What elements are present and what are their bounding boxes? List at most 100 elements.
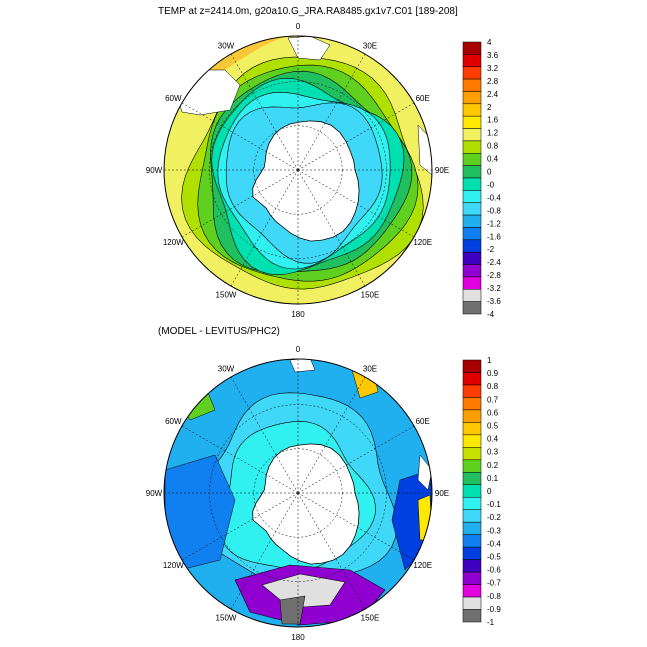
colorbar-label: 0.4 bbox=[487, 435, 499, 444]
colorbar-label: 2 bbox=[487, 103, 492, 112]
colorbar-label: -1.2 bbox=[487, 219, 501, 228]
longitude-label: 60E bbox=[416, 417, 430, 426]
colorbar-swatch bbox=[462, 509, 482, 523]
colorbar-label: 2.4 bbox=[487, 90, 499, 99]
colorbar-label: -1.6 bbox=[487, 232, 501, 241]
colorbar-swatch bbox=[462, 115, 482, 129]
longitude-label: 60W bbox=[165, 94, 182, 103]
colorbar-swatch bbox=[462, 251, 482, 265]
colorbar-swatch bbox=[462, 289, 482, 302]
colorbar-swatch bbox=[462, 78, 482, 92]
colorbar-label: 0.4 bbox=[487, 155, 499, 164]
colorbar-label: 0.3 bbox=[487, 448, 499, 457]
colorbar-label: -4 bbox=[487, 310, 495, 319]
colorbar-swatch bbox=[462, 559, 482, 573]
colorbar-swatch bbox=[462, 484, 482, 498]
colorbar-label: 1.6 bbox=[487, 116, 499, 125]
colorbar-label: -0.4 bbox=[487, 193, 501, 202]
longitude-label: 90E bbox=[435, 166, 449, 175]
colorbar-label: -3.2 bbox=[487, 284, 501, 293]
colorbar-label: 3.2 bbox=[487, 64, 499, 73]
colorbar-swatch bbox=[462, 546, 482, 560]
longitude-label: 0 bbox=[296, 22, 301, 31]
colorbar-label: -0 bbox=[487, 181, 495, 190]
colorbar-swatch bbox=[462, 276, 482, 290]
longitude-label: 30W bbox=[218, 41, 235, 50]
longitude-label: 150W bbox=[216, 614, 237, 623]
colorbar-label: 3.6 bbox=[487, 51, 499, 60]
colorbar-label: 1.2 bbox=[487, 129, 499, 138]
colorbar-swatch bbox=[462, 202, 482, 216]
colorbar-swatch bbox=[462, 472, 482, 486]
longitude-label: 90E bbox=[435, 489, 449, 498]
longitude-label: 120W bbox=[163, 561, 184, 570]
colorbar-swatch bbox=[462, 359, 482, 373]
colorbar-swatch bbox=[462, 521, 482, 535]
colorbar-swatch bbox=[462, 434, 482, 448]
colorbar-swatch bbox=[462, 264, 482, 278]
colorbar-swatch bbox=[462, 422, 482, 436]
colorbar-label: 2.8 bbox=[487, 77, 499, 86]
colorbar-label: 0.1 bbox=[487, 474, 499, 483]
panel-2-title: (MODEL - LEVITUS/PHC2) bbox=[158, 326, 280, 337]
colorbar-label: 0.8 bbox=[487, 142, 499, 151]
colorbar-swatch bbox=[462, 609, 482, 623]
colorbar-label: 0.5 bbox=[487, 422, 499, 431]
colorbar-swatch bbox=[462, 91, 482, 105]
colorbar-swatch bbox=[462, 301, 482, 315]
colorbar-swatch bbox=[462, 41, 482, 55]
colorbar-label: -0.8 bbox=[487, 206, 501, 215]
colorbar-swatch bbox=[462, 384, 482, 398]
longitude-label: 60E bbox=[416, 94, 430, 103]
colorbar-swatch bbox=[462, 596, 482, 610]
colorbar-label: -0.1 bbox=[487, 500, 501, 509]
colorbar-label: 0.6 bbox=[487, 408, 499, 417]
polar-map-panel-1: 0 30E 60E 90E 120E 150E 180 150W 120W 90W 60W 30W 4 3… bbox=[146, 22, 502, 319]
colorbar-swatch bbox=[462, 459, 482, 473]
colorbar-label: -2.8 bbox=[487, 271, 501, 280]
colorbar-label: -0.6 bbox=[487, 566, 501, 575]
colorbar-panel-2: 1 0.9 0.8 0.7 0.6 0.5 0.4 0.3 0.2 0.1 0 -0.1 -0.2 -0.… bbox=[462, 356, 501, 627]
colorbar-swatch bbox=[462, 214, 482, 228]
colorbar-swatch bbox=[462, 103, 482, 117]
antarctica-landmass bbox=[252, 120, 360, 242]
colorbar-swatch bbox=[462, 496, 482, 510]
colorbar-label: 0.9 bbox=[487, 369, 499, 378]
antarctica-landmass bbox=[252, 443, 360, 565]
longitude-label: 150E bbox=[361, 614, 380, 623]
colorbar-swatch bbox=[462, 409, 482, 423]
longitude-label: 90W bbox=[146, 489, 163, 498]
colorbar-swatch bbox=[462, 227, 482, 241]
longitude-label: 180 bbox=[291, 310, 305, 319]
colorbar-label: 4 bbox=[487, 38, 492, 47]
colorbar-label: 0 bbox=[487, 487, 492, 496]
colorbar-swatch bbox=[462, 165, 482, 179]
colorbar-label: -0.7 bbox=[487, 579, 501, 588]
colorbar-label: 0.2 bbox=[487, 461, 499, 470]
longitude-label: 60W bbox=[165, 417, 182, 426]
colorbar-swatch bbox=[462, 54, 482, 67]
longitude-label: 0 bbox=[296, 345, 301, 354]
colorbar-swatch bbox=[462, 534, 482, 548]
colorbar-swatch bbox=[462, 239, 482, 253]
colorbar-label: 1 bbox=[487, 356, 492, 365]
longitude-label: 120W bbox=[163, 238, 184, 247]
colorbar-label: -1 bbox=[487, 618, 495, 627]
longitude-label: 150W bbox=[216, 291, 237, 300]
longitude-label: 30E bbox=[363, 364, 377, 373]
colorbar-label: -3.6 bbox=[487, 297, 501, 306]
colorbar-swatch bbox=[462, 153, 482, 166]
colorbar-swatch bbox=[462, 447, 482, 461]
colorbar-label: 0.8 bbox=[487, 382, 499, 391]
colorbar-swatch bbox=[462, 584, 482, 598]
colorbar-label: -2 bbox=[487, 245, 495, 254]
colorbar-panel-1: 4 3.6 3.2 2.8 2.4 2 1.6 1.2 0.8 0.4 0 -0 -0.4 -0.8 -1.… bbox=[462, 38, 501, 319]
longitude-label: 180 bbox=[291, 633, 305, 642]
longitude-label: 120E bbox=[413, 561, 432, 570]
colorbar-label: 0 bbox=[487, 168, 492, 177]
colorbar-swatch bbox=[462, 190, 482, 203]
polar-map-panel-2: 0 30E 60E 90E 120E 150E 180 150W 120W 90W 60W 30W 1 0… bbox=[146, 345, 502, 642]
colorbar-label: -0.5 bbox=[487, 553, 501, 562]
colorbar-swatch bbox=[462, 66, 482, 80]
